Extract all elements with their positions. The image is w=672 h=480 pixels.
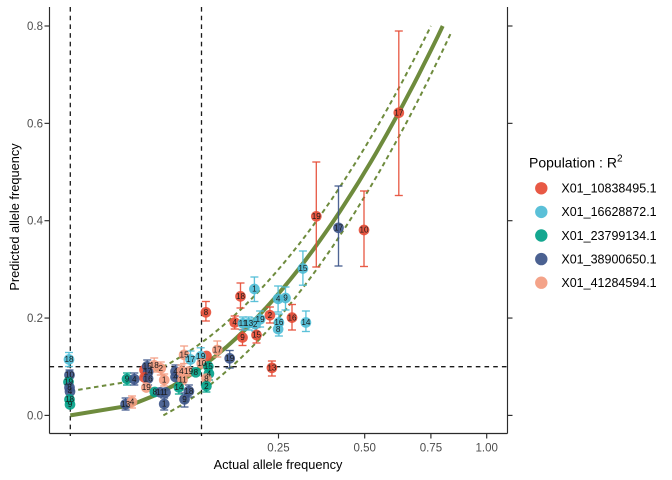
svg-text:Actual allele frequency: Actual allele frequency <box>214 457 343 472</box>
svg-text:15: 15 <box>143 362 153 371</box>
svg-text:14: 14 <box>174 383 184 392</box>
svg-text:1.00: 1.00 <box>476 443 498 455</box>
svg-text:15: 15 <box>298 264 308 273</box>
svg-text:10: 10 <box>197 359 207 368</box>
svg-text:19: 19 <box>312 212 322 221</box>
svg-text:4: 4 <box>207 369 212 378</box>
svg-text:0.0: 0.0 <box>27 410 43 422</box>
svg-text:4: 4 <box>130 398 135 407</box>
svg-text:18: 18 <box>150 361 160 370</box>
svg-text:2: 2 <box>253 320 258 329</box>
svg-text:13: 13 <box>267 364 277 373</box>
svg-text:0.4: 0.4 <box>27 216 44 228</box>
svg-text:14: 14 <box>301 318 311 327</box>
svg-text:1: 1 <box>163 388 168 397</box>
svg-text:4: 4 <box>132 375 137 384</box>
svg-text:11: 11 <box>239 319 248 328</box>
svg-text:0.25: 0.25 <box>267 443 289 455</box>
svg-text:17: 17 <box>186 355 196 364</box>
svg-text:13: 13 <box>244 319 254 328</box>
svg-text:15: 15 <box>252 331 262 340</box>
svg-text:X01_10838495.1: X01_10838495.1 <box>561 182 656 196</box>
svg-text:X01_16628872.1: X01_16628872.1 <box>561 205 656 219</box>
svg-text:18: 18 <box>65 395 75 404</box>
svg-text:17: 17 <box>334 224 344 233</box>
svg-text:0.75: 0.75 <box>420 443 442 455</box>
svg-text:14: 14 <box>144 368 154 377</box>
svg-text:8: 8 <box>276 325 281 334</box>
svg-text:9: 9 <box>283 294 288 303</box>
svg-text:4: 4 <box>179 367 184 376</box>
svg-text:19: 19 <box>256 315 266 324</box>
svg-text:0.50: 0.50 <box>354 443 376 455</box>
svg-text:1: 1 <box>252 285 257 294</box>
svg-text:17: 17 <box>213 346 223 355</box>
svg-text:X01_41284594.1: X01_41284594.1 <box>561 276 656 290</box>
svg-text:9: 9 <box>240 333 245 342</box>
svg-text:X01_38900650.1: X01_38900650.1 <box>561 252 656 266</box>
svg-text:8: 8 <box>67 383 72 392</box>
svg-text:Population : R2: Population : R2 <box>529 154 623 171</box>
svg-text:4: 4 <box>232 318 237 327</box>
svg-text:Predicted allele frequency: Predicted allele frequency <box>7 143 22 291</box>
svg-text:8: 8 <box>204 374 209 383</box>
svg-text:9: 9 <box>68 400 73 409</box>
svg-text:1: 1 <box>162 400 167 409</box>
svg-text:18: 18 <box>184 387 194 396</box>
svg-text:11: 11 <box>156 388 165 397</box>
svg-text:16: 16 <box>274 318 284 327</box>
svg-text:17: 17 <box>394 108 404 117</box>
svg-text:X01_23799134.1: X01_23799134.1 <box>561 229 656 243</box>
svg-text:9: 9 <box>182 395 187 404</box>
svg-text:2: 2 <box>159 364 164 373</box>
svg-text:4: 4 <box>173 373 178 382</box>
svg-text:19: 19 <box>64 378 74 387</box>
svg-text:16: 16 <box>287 313 297 322</box>
svg-text:2: 2 <box>204 382 209 391</box>
svg-text:13: 13 <box>121 400 131 409</box>
svg-text:1: 1 <box>162 376 167 385</box>
svg-text:10: 10 <box>359 226 369 235</box>
svg-text:18: 18 <box>236 292 246 301</box>
svg-text:18: 18 <box>64 355 74 364</box>
svg-text:19: 19 <box>196 352 206 361</box>
svg-text:0.6: 0.6 <box>27 118 43 130</box>
svg-text:19: 19 <box>225 354 235 363</box>
svg-text:19: 19 <box>184 367 194 376</box>
svg-text:10: 10 <box>65 371 75 380</box>
svg-text:4: 4 <box>68 387 73 396</box>
svg-text:8: 8 <box>204 308 209 317</box>
svg-text:9: 9 <box>125 375 130 384</box>
svg-text:19: 19 <box>142 383 152 392</box>
svg-text:0.8: 0.8 <box>27 21 43 33</box>
svg-text:0.2: 0.2 <box>27 313 43 325</box>
svg-text:15: 15 <box>180 351 190 360</box>
svg-text:2: 2 <box>268 311 273 320</box>
svg-text:4: 4 <box>276 295 281 304</box>
svg-text:4: 4 <box>173 367 178 376</box>
svg-text:11: 11 <box>178 376 187 385</box>
svg-text:16: 16 <box>144 374 154 383</box>
svg-text:8: 8 <box>194 368 199 377</box>
svg-text:15: 15 <box>204 362 214 371</box>
svg-text:8: 8 <box>153 388 158 397</box>
